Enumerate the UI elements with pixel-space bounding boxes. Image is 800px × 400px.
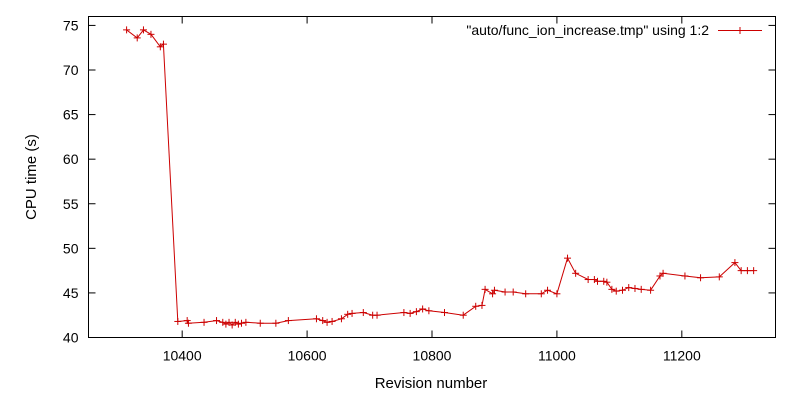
data-point xyxy=(737,267,745,275)
series-layer xyxy=(123,26,758,329)
y-tick-label: 70 xyxy=(63,62,79,78)
data-point xyxy=(400,309,408,317)
data-point xyxy=(743,267,751,275)
data-point xyxy=(584,276,592,284)
data-point xyxy=(323,318,331,326)
x-tick-label: 11200 xyxy=(663,348,701,364)
data-point xyxy=(359,309,367,317)
data-point xyxy=(133,34,141,42)
y-tick-label: 50 xyxy=(63,240,79,256)
data-point xyxy=(256,319,264,327)
data-point xyxy=(537,290,545,298)
data-point xyxy=(481,285,489,293)
x-tick-label: 10800 xyxy=(413,348,452,364)
y-tick-label: 40 xyxy=(63,330,79,346)
data-point xyxy=(472,302,480,310)
data-point xyxy=(312,315,320,323)
data-point xyxy=(544,286,552,294)
x-tick-label: 10400 xyxy=(163,348,202,364)
data-point xyxy=(681,272,689,280)
data-point xyxy=(603,278,611,286)
data-point xyxy=(425,307,433,315)
data-point xyxy=(337,315,345,323)
plot-frame xyxy=(88,16,776,338)
data-point xyxy=(600,277,608,285)
data-point xyxy=(440,309,448,317)
data-point xyxy=(319,317,327,325)
data-point xyxy=(522,290,530,298)
data-point xyxy=(478,301,486,309)
x-axis-title: Revision number xyxy=(375,375,488,392)
data-point xyxy=(459,311,467,319)
series-line xyxy=(126,29,754,326)
data-point xyxy=(631,284,639,292)
data-point xyxy=(412,308,420,316)
data-point xyxy=(348,309,356,317)
data-point xyxy=(373,311,381,319)
data-point xyxy=(564,254,572,262)
y-axis-title: CPU time (s) xyxy=(23,134,40,220)
legend-label: "auto/func_ion_increase.tmp" using 1:2 xyxy=(466,22,709,38)
data-point xyxy=(553,290,561,298)
x-tick-label: 10600 xyxy=(288,348,327,364)
data-point xyxy=(159,40,167,48)
data-point xyxy=(328,317,336,325)
data-point xyxy=(213,317,221,325)
axis-ticks: 10400 10600 10800 11000 11200 40 45 50 55 60 65 70 7… xyxy=(63,16,776,364)
data-point xyxy=(637,285,645,293)
data-point xyxy=(572,269,580,277)
data-point xyxy=(489,290,497,298)
data-point xyxy=(123,26,131,34)
data-point xyxy=(697,274,705,282)
data-point xyxy=(222,320,230,328)
legend: "auto/func_ion_increase.tmp" using 1:2 xyxy=(466,22,762,38)
data-point xyxy=(272,319,280,327)
y-tick-label: 65 xyxy=(63,107,79,123)
data-point xyxy=(419,305,427,313)
data-point xyxy=(238,319,246,327)
data-point xyxy=(219,318,227,326)
data-point xyxy=(509,288,517,296)
data-point xyxy=(174,317,182,325)
data-point xyxy=(501,288,509,296)
data-point xyxy=(625,284,633,292)
data-point xyxy=(184,319,192,327)
data-point xyxy=(618,286,626,294)
data-point xyxy=(715,273,723,281)
data-point xyxy=(231,318,239,326)
y-tick-label: 55 xyxy=(63,196,79,212)
data-point xyxy=(344,310,352,318)
y-tick-label: 60 xyxy=(63,151,79,167)
data-point xyxy=(490,286,498,294)
data-point xyxy=(659,269,667,277)
data-point xyxy=(731,259,739,267)
y-tick-label: 75 xyxy=(63,17,79,33)
data-point xyxy=(200,318,208,326)
data-point xyxy=(612,287,620,295)
data-point xyxy=(139,26,147,34)
data-point xyxy=(147,30,155,38)
data-point xyxy=(242,318,250,326)
x-tick-label: 11000 xyxy=(538,348,576,364)
data-point xyxy=(750,267,758,275)
data-point xyxy=(647,286,655,294)
data-point xyxy=(590,276,598,284)
data-point xyxy=(234,320,242,328)
data-point xyxy=(594,277,602,285)
data-point xyxy=(406,309,414,317)
y-tick-label: 45 xyxy=(63,285,79,301)
data-point xyxy=(608,285,616,293)
legend-swatch xyxy=(718,27,762,34)
data-point xyxy=(284,317,292,325)
